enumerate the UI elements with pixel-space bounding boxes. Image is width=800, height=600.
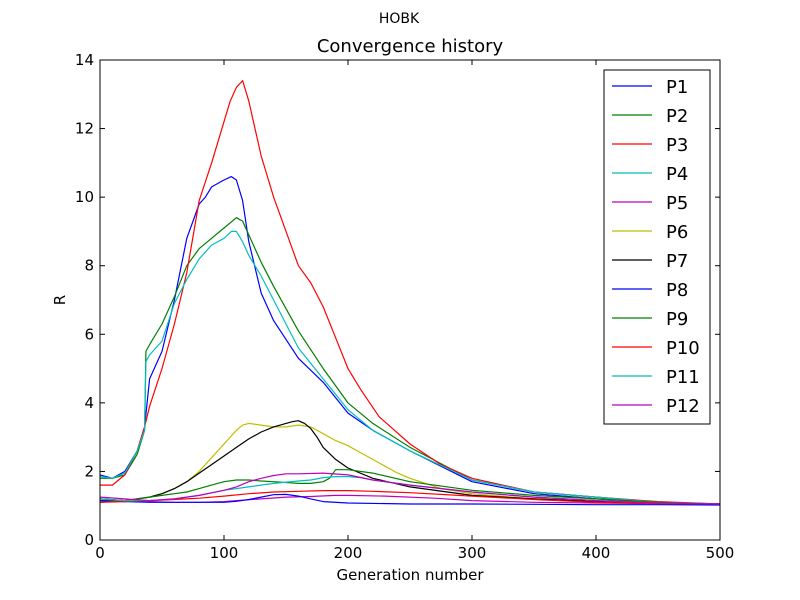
x-tick-label: 400 xyxy=(582,544,611,562)
y-tick-label: 0 xyxy=(84,531,94,549)
x-tick-label: 300 xyxy=(458,544,487,562)
series-layer xyxy=(99,79,721,506)
legend-label-p12: P12 xyxy=(666,396,700,417)
series-line-p12 xyxy=(99,472,721,505)
legend-label-p5: P5 xyxy=(666,193,688,214)
legend-label-p10: P10 xyxy=(666,338,700,359)
plot-frame xyxy=(99,59,721,541)
y-tick-label: 6 xyxy=(84,325,94,343)
legend: P1 P2 P3 P4 P5 P6 P7 P8 P9 P10 P11 P12 xyxy=(603,69,711,425)
legend-label-p9: P9 xyxy=(666,309,688,330)
legend-label-p7: P7 xyxy=(666,251,688,272)
y-tick-label: 12 xyxy=(75,120,94,138)
x-tick-label: 500 xyxy=(706,544,735,562)
series-line-p4 xyxy=(99,230,721,505)
y-tick-label: 8 xyxy=(84,257,94,275)
legend-label-p11: P11 xyxy=(666,367,700,388)
legend-label-p3: P3 xyxy=(666,135,688,156)
x-tick-label: 0 xyxy=(95,544,105,562)
legend-label-p6: P6 xyxy=(666,222,688,243)
y-tick-label: 4 xyxy=(84,394,94,412)
legend-label-p1: P1 xyxy=(666,77,688,98)
chart-title: Convergence history xyxy=(317,36,504,57)
y-tick-label: 10 xyxy=(75,188,94,206)
legend-label-p2: P2 xyxy=(666,106,688,127)
figure-suptitle: HOBK xyxy=(379,11,420,27)
legend-items: P1 P2 P3 P4 P5 P6 P7 P8 P9 P10 P11 P12 xyxy=(612,77,700,417)
legend-label-p4: P4 xyxy=(666,164,688,185)
x-tick-label: 100 xyxy=(210,544,239,562)
y-tick-label: 2 xyxy=(84,462,94,480)
series-line-p8 xyxy=(99,493,721,506)
legend-box xyxy=(603,69,711,425)
ticks-layer: 0 100 200 300 400 500 0 2 4 6 8 10 12 14 xyxy=(75,51,734,562)
x-tick-label: 200 xyxy=(334,544,363,562)
legend-label-p8: P8 xyxy=(666,280,688,301)
y-tick-label: 14 xyxy=(75,51,94,69)
series-line-p7 xyxy=(99,420,721,505)
x-axis-title: Generation number xyxy=(337,566,485,584)
y-axis-title: R xyxy=(51,295,69,305)
series-line-p3 xyxy=(100,79,721,505)
